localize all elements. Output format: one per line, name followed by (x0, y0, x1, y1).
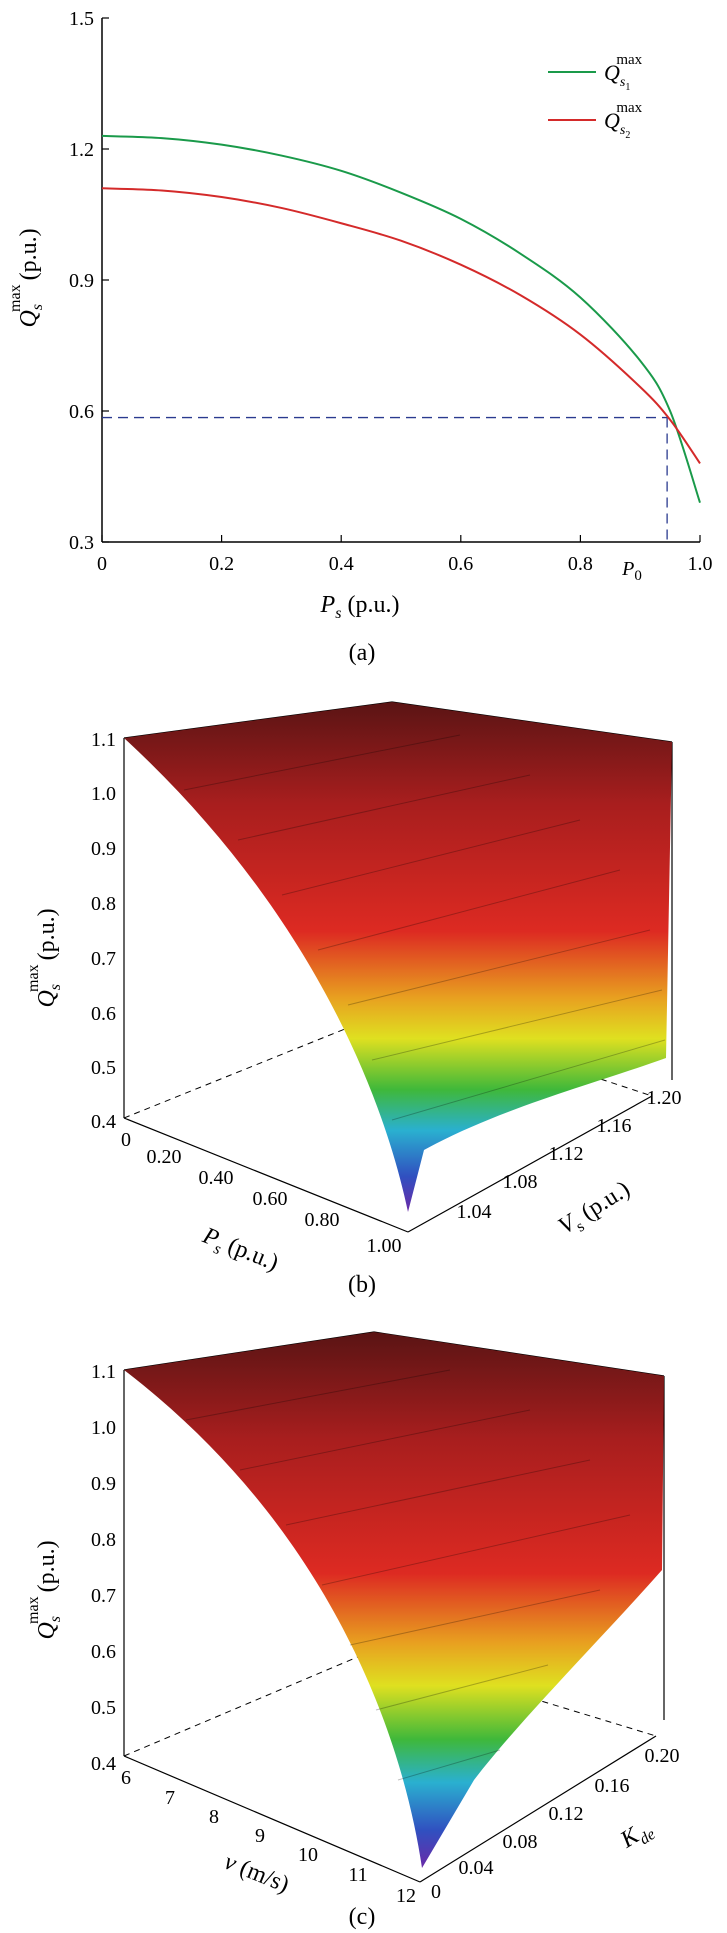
chart-c-y-tick: 0.04 (459, 1857, 494, 1879)
chart-c-z-tick: 0.6 (91, 1641, 116, 1663)
chart-b-z-tick: 0.6 (91, 1003, 116, 1025)
panel-label-c: (c) (349, 1904, 376, 1930)
chart-b-y-tick: 1.12 (549, 1143, 584, 1165)
chart-b-z-tick: 0.5 (91, 1057, 116, 1079)
chart-b: 1.1 1.0 0.9 0.8 0.7 0.6 0.5 0.4 0 0.20 0… (25, 701, 682, 1298)
chart-a: 0 0.2 0.4 0.6 0.8 1.0 0.3 0.6 0.9 1.2 1.5 Qsmax(p… (7, 8, 713, 666)
chart-c-y-label: Kde (615, 1815, 658, 1857)
chart-c-y-ticks: 0 0.04 0.08 0.12 0.16 0.20 (431, 1745, 680, 1903)
chart-b-y-tick: 1.04 (457, 1201, 492, 1223)
chart-c-z-tick: 0.5 (91, 1697, 116, 1719)
series-line-qs2 (101, 187, 701, 464)
chart-a-x-tick-label: 0.4 (329, 553, 354, 575)
chart-a-y-tick-label: 0.3 (69, 532, 94, 554)
chart-c: 1.1 1.0 0.9 0.8 0.7 0.6 0.5 0.4 6 7 8 9 … (25, 1331, 680, 1930)
panel-label-a: (a) (349, 640, 376, 666)
chart-b-y-tick: 1.20 (647, 1087, 682, 1109)
chart-a-x-tick-label: 0.8 (568, 553, 593, 575)
chart-b-y-ticks: 1.04 1.08 1.12 1.16 1.20 (457, 1087, 682, 1223)
chart-b-z-tick: 1.1 (91, 729, 116, 751)
chart-c-x-tick: 10 (298, 1844, 318, 1866)
chart-b-y-tick: 1.16 (597, 1115, 632, 1137)
chart-c-x-ticks: 6 7 8 9 10 11 12 (121, 1767, 416, 1907)
chart-a-x-tick-label: 0 (97, 553, 107, 575)
chart-b-z-ticks: 1.1 1.0 0.9 0.8 0.7 0.6 0.5 0.4 (91, 729, 116, 1133)
chart-c-y-tick: 0 (431, 1881, 441, 1903)
chart-b-x-tick: 0.40 (199, 1167, 234, 1189)
chart-b-z-tick: 0.4 (91, 1111, 116, 1133)
chart-c-x-tick: 7 (165, 1787, 175, 1809)
series-line-qs1 (101, 134, 701, 504)
chart-a-x-ticks: 0 0.2 0.4 0.6 0.8 1.0 (97, 535, 713, 575)
chart-b-x-tick: 0.20 (147, 1146, 182, 1168)
chart-c-z-ticks: 1.1 1.0 0.9 0.8 0.7 0.6 0.5 0.4 (91, 1361, 116, 1775)
chart-c-y-tick: 0.16 (595, 1775, 630, 1797)
chart-b-surface-lines (183, 734, 666, 1121)
chart-b-z-tick: 0.9 (91, 838, 116, 860)
legend-label-qs2: Qs2max (604, 100, 643, 141)
chart-c-surface (124, 1332, 664, 1868)
chart-c-y-tick: 0.08 (503, 1831, 538, 1853)
chart-a-y-tick-label: 0.9 (69, 270, 94, 292)
chart-a-series (101, 134, 701, 504)
chart-a-y-tick-label: 0.6 (69, 401, 94, 423)
chart-c-z-tick: 0.9 (91, 1473, 116, 1495)
chart-c-x-tick: 12 (396, 1885, 416, 1907)
chart-b-z-tick: 0.8 (91, 893, 116, 915)
chart-a-y-label: Qsmax(p.u.) (7, 228, 46, 327)
chart-a-x-tick-label: 0.2 (209, 553, 234, 575)
legend-label-qs1: Qs1max (604, 52, 643, 93)
panel-label-b: (b) (348, 1272, 376, 1298)
chart-c-z-tick: 0.8 (91, 1529, 116, 1551)
chart-b-x-tick: 1.00 (367, 1235, 402, 1257)
chart-c-x-tick: 8 (209, 1806, 219, 1828)
chart-a-y-tick-label: 1.2 (69, 139, 94, 161)
chart-b-z-tick: 0.7 (91, 948, 116, 970)
chart-b-y-tick: 1.08 (503, 1171, 538, 1193)
chart-b-y-label: Vs(p.u.) (554, 1176, 637, 1243)
chart-c-y-tick: 0.12 (549, 1803, 584, 1825)
chart-c-x-label: v(m/s) (221, 1849, 293, 1898)
chart-a-x-label: Ps (p.u.) (320, 592, 400, 622)
chart-a-y-ticks: 0.3 0.6 0.9 1.2 1.5 (69, 8, 109, 554)
chart-a-legend: Qs1max Qs2max (548, 52, 643, 141)
chart-c-y-tick: 0.20 (645, 1745, 680, 1767)
p0-label: P0 (621, 558, 642, 584)
chart-c-z-tick: 0.7 (91, 1585, 116, 1607)
chart-b-x-label: Ps(p.u.) (197, 1222, 282, 1280)
chart-b-x-tick: 0 (121, 1129, 131, 1151)
chart-c-z-tick: 0.4 (91, 1753, 116, 1775)
chart-a-x-tick-label: 1.0 (688, 553, 713, 575)
chart-c-x-tick: 9 (255, 1825, 265, 1847)
chart-a-x-tick-label: 0.6 (448, 553, 473, 575)
chart-c-z-tick: 1.1 (91, 1361, 116, 1383)
chart-b-x-ticks: 0 0.20 0.40 0.60 0.80 1.00 (121, 1129, 402, 1257)
chart-b-surface (124, 702, 672, 1212)
chart-c-surface-lines (185, 1369, 631, 1781)
chart-b-z-tick: 1.0 (91, 783, 116, 805)
chart-a-axes (101, 18, 700, 543)
chart-b-x-tick: 0.80 (305, 1209, 340, 1231)
chart-c-z-label: Qsmax(p.u.) (25, 1540, 64, 1639)
chart-c-z-tick: 1.0 (91, 1417, 116, 1439)
p0-guide-lines (102, 416, 668, 542)
chart-c-x-tick: 6 (121, 1767, 131, 1789)
chart-c-x-tick: 11 (348, 1864, 367, 1886)
chart-b-x-tick: 0.60 (253, 1188, 288, 1210)
chart-b-z-label: Qsmax(p.u.) (25, 908, 64, 1007)
chart-a-y-tick-label: 1.5 (69, 8, 94, 30)
